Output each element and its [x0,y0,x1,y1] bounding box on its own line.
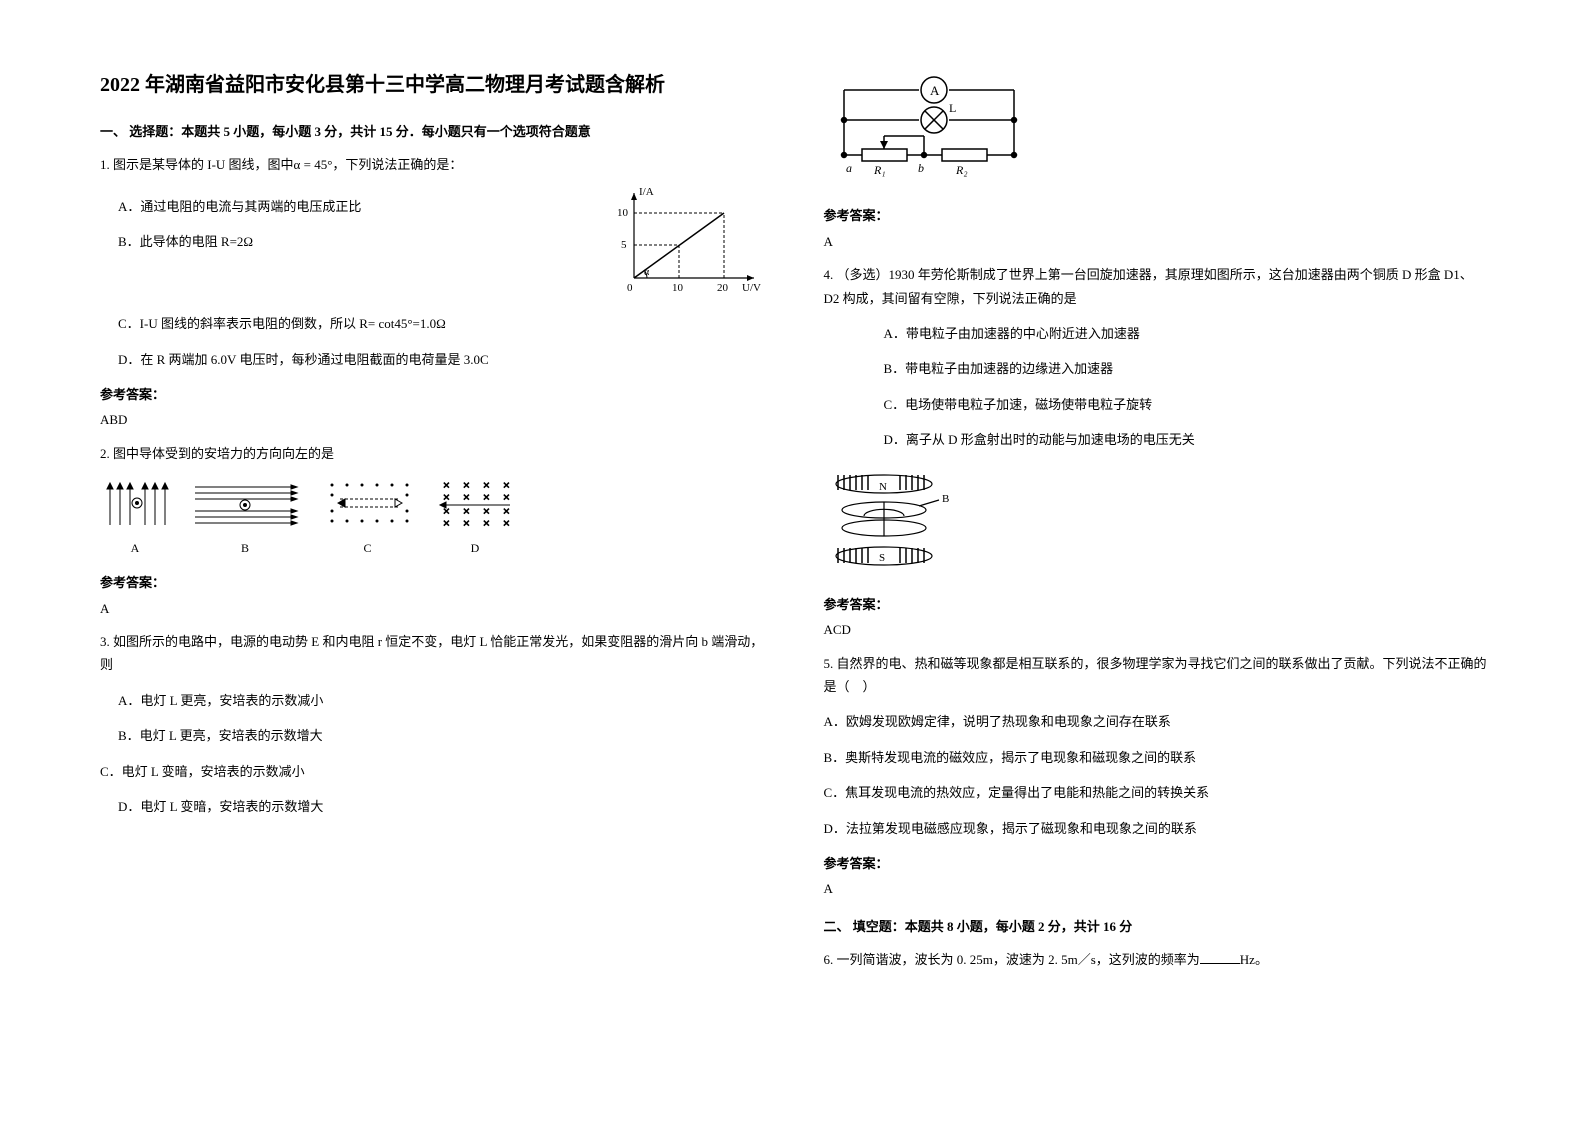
question-3: 3. 如图所示的电路中，电源的电动势 E 和内电阻 r 恒定不变，电灯 L 恰能… [100,630,764,818]
q2-answer: A [100,597,764,620]
q1-option-d: D．在 R 两端加 6.0V 电压时，每秒通过电阻截面的电荷量是 3.0C [118,348,764,371]
question-2: 2. 图中导体受到的安培力的方向向左的是 A [100,442,764,620]
q3-text: 3. 如图所示的电路中，电源的电动势 E 和内电阻 r 恒定不变，电灯 L 恰能… [100,630,764,677]
svg-text:α: α [644,267,650,278]
q3-answer: A [824,230,1488,253]
q2-label-c: C [320,538,415,560]
question-5: 5. 自然界的电、热和磁等现象都是相互联系的，很多物理学家为寻找它们之间的联系做… [824,652,1488,901]
q6-text-before: 6. 一列简谐波，波长为 0. 25m，波速为 2. 5m／s，这列波的频率为 [824,952,1200,967]
q4-answer: ACD [824,618,1488,641]
q1-answer-label: 参考答案： [100,383,764,406]
svg-text:0: 0 [627,282,633,293]
q3-option-d: D．电灯 L 变暗，安培表的示数增大 [118,795,764,818]
svg-text:a: a [846,161,852,175]
x-axis-label: U/V [742,282,761,293]
svg-text:×: × [503,516,510,530]
q5-option-c: C．焦耳发现电流的热效应，定量得出了电能和热能之间的转换关系 [824,781,1488,804]
svg-text:B: B [942,493,949,505]
q2-label-b: B [190,538,300,560]
q2-label-a: A [100,538,170,560]
q6-blank [1200,950,1240,964]
q2-text: 2. 图中导体受到的安培力的方向向左的是 [100,442,764,465]
left-column: 2022 年湖南省益阳市安化县第十三中学高二物理月考试题含解析 一、 选择题：本… [100,70,764,1082]
svg-text:×: × [463,490,470,504]
svg-text:A: A [930,83,940,98]
q2-diagrams: A B [100,475,764,559]
q4-diagram: N S B [824,464,1488,581]
q1-answer: ABD [100,408,764,431]
q5-option-b: B．奥斯特发现电流的磁效应，揭示了电现象和磁现象之间的联系 [824,746,1488,769]
q4-option-a: A．带电粒子由加速器的中心附近进入加速器 [884,322,1488,345]
svg-text:R₂: R₂ [955,163,968,177]
right-column: A L a b R₁ R₂ 参 [824,70,1488,1082]
svg-text:L: L [949,101,956,115]
q1-option-b: B．此导体的电阻 R=2Ω [118,230,614,253]
svg-text:20: 20 [717,282,729,293]
q2-label-d: D [435,538,515,560]
question-1: 1. 图示是某导体的 I-U 图线，图中α = 45°，下列说法正确的是： A．… [100,153,764,431]
section-1-header: 一、 选择题：本题共 5 小题，每小题 3 分，共计 15 分．每小题只有一个选… [100,120,764,143]
q5-text: 5. 自然界的电、热和磁等现象都是相互联系的，很多物理学家为寻找它们之间的联系做… [824,652,1488,699]
svg-text:10: 10 [672,282,684,293]
svg-text:R₁: R₁ [873,163,886,177]
q3-circuit: A L a b R₁ R₂ [824,70,1488,192]
q1-text: 1. 图示是某导体的 I-U 图线，图中α = 45°，下列说法正确的是： [100,153,764,176]
q3-option-a: A．电灯 L 更亮，安培表的示数减小 [118,689,764,712]
svg-text:10: 10 [617,207,629,219]
q5-answer: A [824,877,1488,900]
q5-option-a: A．欧姆发现欧姆定律，说明了热现象和电现象之间存在联系 [824,710,1488,733]
y-axis-label: I/A [639,186,654,198]
question-4: 4. （多选）1930 年劳伦斯制成了世界上第一台回旋加速器，其原理如图所示，这… [824,263,1488,642]
q1-option-c: C．I-U 图线的斜率表示电阻的倒数，所以 R= cot45°=1.0Ω [118,312,764,335]
svg-text:×: × [503,490,510,504]
q4-answer-label: 参考答案： [824,593,1488,616]
q6-text-after: Hz。 [1240,952,1268,967]
svg-text:b: b [918,161,924,175]
q4-text: 4. （多选）1930 年劳伦斯制成了世界上第一台回旋加速器，其原理如图所示，这… [824,263,1488,310]
question-6: 6. 一列简谐波，波长为 0. 25m，波速为 2. 5m／s，这列波的频率为 H… [824,948,1488,971]
svg-text:×: × [443,516,450,530]
svg-text:×: × [483,490,490,504]
svg-text:S: S [879,552,885,564]
q4-option-c: C．电场使带电粒子加速，磁场使带电粒子旋转 [884,393,1488,416]
page-title: 2022 年湖南省益阳市安化县第十三中学高二物理月考试题含解析 [100,70,764,100]
svg-text:N: N [879,481,887,493]
q3-answer-label: 参考答案： [824,204,1488,227]
q2-answer-label: 参考答案： [100,571,764,594]
q3-option-b: B．电灯 L 更亮，安培表的示数增大 [118,724,764,747]
q1-option-a: A．通过电阻的电流与其两端的电压成正比 [118,195,614,218]
section-2-header: 二、 填空题：本题共 8 小题，每小题 2 分，共计 16 分 [824,915,1488,938]
q4-option-d: D．离子从 D 形盒射出时的动能与加速电场的电压无关 [884,428,1488,451]
q5-answer-label: 参考答案： [824,852,1488,875]
svg-text:×: × [483,516,490,530]
q5-option-d: D．法拉第发现电磁感应现象，揭示了磁现象和电现象之间的联系 [824,817,1488,840]
q4-option-b: B．带电粒子由加速器的边缘进入加速器 [884,357,1488,380]
svg-text:5: 5 [621,239,627,251]
q3-option-c: C．电灯 L 变暗，安培表的示数减小 [100,760,764,783]
q1-graph: I/A U/V 0 5 10 10 20 α [614,183,764,300]
svg-text:×: × [463,516,470,530]
